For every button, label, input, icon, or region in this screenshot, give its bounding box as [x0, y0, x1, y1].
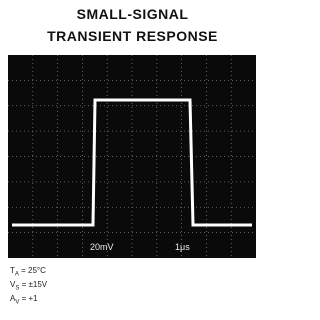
- figure: SMALL-SIGNAL TRANSIENT RESPONSE 20mV 1μs…: [0, 0, 265, 320]
- value: = 25°C: [19, 266, 46, 275]
- horizontal-scale: 1μs: [175, 242, 190, 252]
- condition: TA = 25°C: [10, 266, 46, 278]
- value: = +1: [19, 294, 37, 303]
- vertical-scale: 20mV: [90, 242, 114, 252]
- condition: AV = +1: [10, 294, 38, 306]
- condition: VS = ±15V: [10, 280, 47, 292]
- value: = ±15V: [19, 280, 47, 289]
